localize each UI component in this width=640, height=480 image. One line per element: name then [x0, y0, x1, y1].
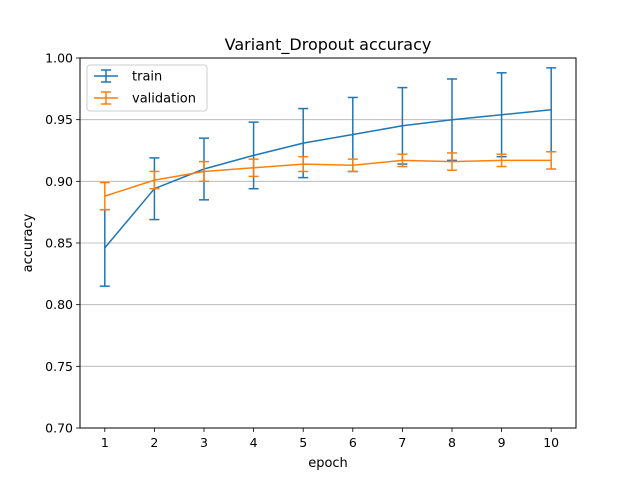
data-point	[352, 164, 354, 167]
x-tick-label: 3	[200, 435, 208, 450]
data-point	[401, 125, 404, 127]
data-point	[104, 195, 106, 197]
y-tick-label: 0.70	[45, 421, 73, 436]
data-point	[203, 170, 205, 173]
series-layer	[99, 67, 557, 287]
data-point	[451, 160, 453, 163]
data-point	[352, 133, 354, 136]
series-line	[104, 159, 552, 197]
data-point	[500, 113, 503, 116]
data-point	[401, 159, 404, 162]
x-tick-label: 6	[349, 435, 357, 450]
y-axis: 0.70 0.75 0.80 0.85 0.90 0.95 1.00	[45, 51, 80, 436]
data-point	[252, 166, 255, 169]
x-tick-label: 2	[150, 435, 158, 450]
data-point	[550, 159, 552, 162]
y-tick-label: 0.85	[45, 236, 73, 251]
x-axis: 1 2 3 4 5 6 7 8 9 10	[101, 428, 559, 450]
data-point	[550, 109, 552, 111]
chart-title: Variant_Dropout accuracy	[225, 35, 432, 55]
x-tick-label: 1	[101, 435, 109, 450]
x-tick-label: 10	[543, 435, 559, 450]
series-line	[104, 109, 552, 249]
legend-label: validation	[132, 92, 196, 107]
series-validation	[99, 150, 557, 211]
legend-label: train	[132, 70, 162, 85]
legend-entry-validation: validation	[94, 91, 196, 107]
x-axis-label: epoch	[308, 456, 348, 471]
data-point	[302, 163, 305, 165]
y-axis-label: accuracy	[21, 213, 36, 272]
data-point	[153, 179, 156, 181]
data-point	[302, 142, 305, 144]
x-tick-label: 7	[398, 435, 406, 450]
y-tick-label: 1.00	[45, 51, 73, 66]
x-tick-label: 8	[448, 435, 456, 450]
legend-entry-train: train	[94, 69, 162, 85]
data-point	[451, 118, 453, 121]
x-tick-label: 9	[498, 435, 506, 450]
data-point	[104, 247, 106, 249]
data-point	[500, 159, 503, 162]
x-tick-label: 5	[299, 435, 307, 450]
x-tick-label: 4	[250, 435, 258, 450]
data-point	[252, 154, 255, 157]
y-tick-label: 0.95	[45, 112, 73, 127]
legend: train validation	[86, 64, 208, 112]
y-tick-label: 0.75	[45, 359, 73, 374]
y-tick-label: 0.80	[45, 297, 73, 312]
y-tick-label: 0.90	[45, 174, 73, 189]
